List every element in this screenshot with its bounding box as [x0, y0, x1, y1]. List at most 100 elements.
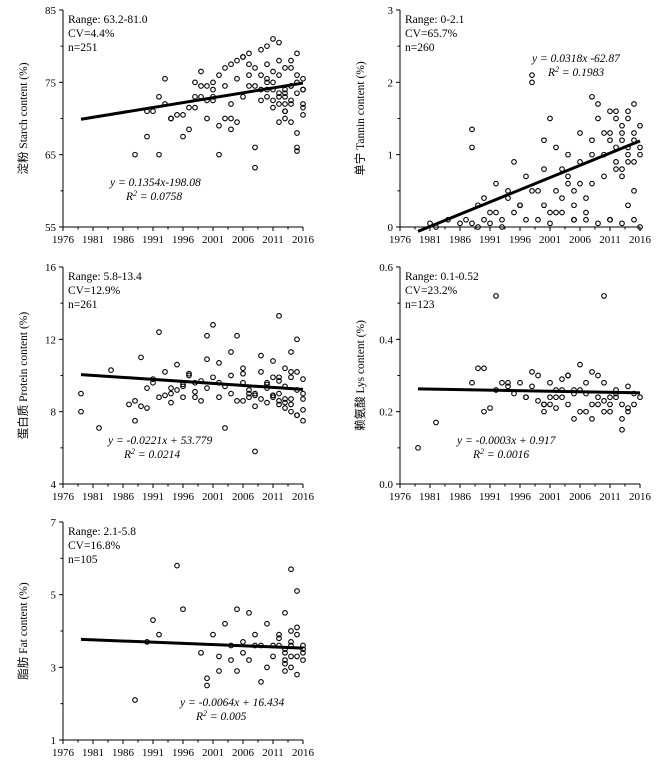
x-tick-label: 1991 — [142, 234, 164, 246]
x-tick-label: 2001 — [202, 747, 224, 759]
stat-annotation: Range: 63.2-81.0 — [68, 14, 148, 26]
stat-annotation: Range: 0.1-0.52 — [405, 271, 479, 283]
data-point — [583, 379, 589, 386]
y-axis-label: 淀粉 Starch content (%) — [16, 62, 30, 174]
y-tick-label: 65 — [45, 150, 57, 162]
stat-annotation: Range: 5.8-13.4 — [68, 271, 142, 283]
y-tick-label: 85 — [45, 5, 57, 17]
data-point — [535, 187, 541, 194]
data-point — [607, 408, 613, 415]
x-tick-label: 1991 — [142, 747, 164, 759]
data-point — [132, 697, 138, 703]
data-point — [270, 653, 276, 660]
data-point — [180, 112, 186, 118]
x-tick-label: 2001 — [539, 491, 561, 503]
data-point — [517, 379, 523, 386]
data-point — [415, 444, 421, 451]
data-point — [553, 144, 559, 151]
regression-equation: y = 0.1354x-198.08 — [109, 177, 201, 189]
data-point — [174, 112, 180, 118]
y-tick-label: 0 — [388, 222, 394, 234]
r-squared: R2 = 0.1983 — [547, 65, 604, 79]
data-point — [216, 359, 222, 366]
data-point — [156, 93, 162, 100]
data-point — [192, 104, 198, 111]
x-tick-label: 2016 — [292, 491, 315, 503]
data-point — [192, 79, 198, 86]
r-squared: R2 = 0.005 — [195, 709, 247, 723]
x-tick-label: 1991 — [479, 491, 501, 503]
data-point — [523, 216, 529, 223]
data-point — [595, 101, 601, 107]
data-point — [132, 417, 138, 424]
data-point — [637, 122, 643, 129]
x-tick-label: 1991 — [142, 491, 164, 503]
data-point — [168, 385, 174, 392]
data-point — [601, 293, 607, 299]
data-point — [198, 397, 204, 404]
data-point — [276, 93, 282, 100]
x-tick-label: 1996 — [509, 234, 532, 246]
data-point — [547, 401, 553, 408]
data-point — [270, 79, 276, 86]
stat-annotation: n=251 — [68, 42, 98, 54]
data-point — [619, 401, 625, 408]
x-tick-label: 1981 — [82, 747, 104, 759]
data-point — [216, 151, 222, 158]
data-point — [553, 405, 559, 411]
data-point — [282, 399, 288, 406]
data-point — [631, 101, 637, 107]
data-point — [276, 101, 282, 107]
x-tick-label: 1976 — [389, 234, 412, 246]
data-point — [252, 65, 258, 71]
data-point — [595, 394, 601, 401]
data-point — [294, 369, 300, 375]
x-tick-label: 1986 — [449, 491, 472, 503]
data-point — [198, 68, 204, 75]
data-point — [300, 112, 306, 118]
data-point — [577, 130, 583, 136]
data-point — [150, 108, 156, 115]
data-point — [204, 115, 210, 122]
data-point — [288, 374, 294, 381]
data-point — [523, 394, 529, 401]
data-point — [246, 387, 252, 393]
data-point — [288, 408, 294, 415]
data-point — [288, 57, 294, 64]
x-tick-label: 2006 — [232, 747, 255, 759]
r-squared: R2 = 0.0758 — [125, 189, 182, 203]
data-point — [276, 72, 282, 78]
data-point — [282, 108, 288, 115]
data-point — [589, 180, 595, 187]
data-point — [613, 115, 619, 122]
data-point — [264, 43, 270, 50]
data-point — [541, 137, 547, 144]
data-point — [601, 173, 607, 180]
data-point — [571, 416, 577, 422]
data-point — [288, 349, 294, 355]
data-point — [240, 397, 246, 404]
data-point — [240, 54, 246, 60]
regression-equation: y = -0.0064x + 16.434 — [179, 697, 285, 709]
data-point — [276, 390, 282, 397]
x-tick-label: 1991 — [479, 234, 501, 246]
data-point — [565, 180, 571, 187]
data-point — [228, 372, 234, 379]
data-point — [547, 209, 553, 216]
data-point — [607, 130, 613, 136]
data-point — [553, 209, 559, 216]
data-point — [276, 119, 282, 125]
data-point — [276, 90, 282, 97]
data-point — [625, 202, 631, 209]
x-tick-label: 2006 — [569, 491, 592, 503]
data-point — [547, 394, 553, 401]
panel-3: 1976 1981 1986 1991 1996 2001 2006 2011 2016 4 8 12… — [16, 262, 315, 503]
stat-annotation: n=261 — [68, 299, 98, 311]
data-point — [529, 369, 535, 375]
x-tick-label: 1976 — [52, 747, 75, 759]
data-point — [276, 378, 282, 384]
data-point — [300, 75, 306, 82]
data-point — [246, 61, 252, 68]
data-point — [294, 588, 300, 594]
data-point — [258, 396, 264, 402]
